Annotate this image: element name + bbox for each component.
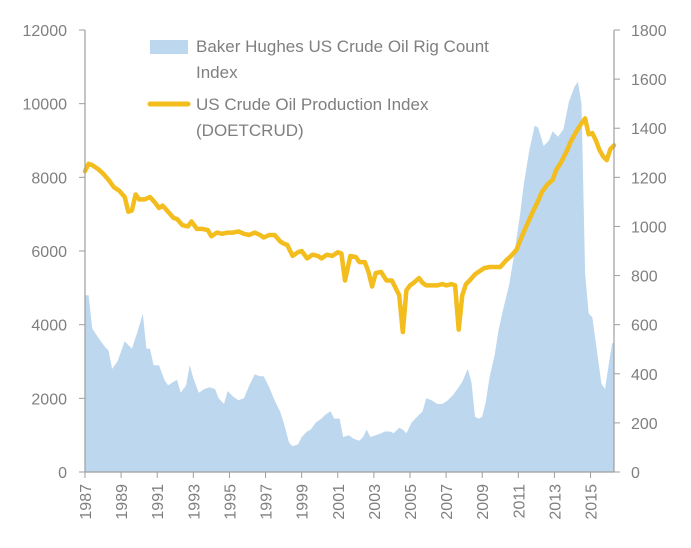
legend-label-production-line2: (DOETCRUD) — [196, 121, 304, 140]
x-tick-label: 1995 — [222, 484, 239, 520]
legend: Baker Hughes US Crude Oil Rig Count Inde… — [147, 37, 489, 140]
x-tick-label: 2001 — [331, 484, 348, 520]
x-tick-label: 2011 — [511, 484, 528, 519]
x-tick-label: 2013 — [547, 484, 564, 520]
x-tick-label: 1997 — [259, 484, 276, 520]
left-axis-ticks: 0 2000 4000 6000 8000 10000 12000 — [23, 23, 85, 482]
right-tick-label: 1000 — [631, 219, 667, 236]
left-tick-label: 10000 — [23, 97, 68, 114]
x-tick-label: 1987 — [78, 484, 95, 520]
right-tick-label: 1600 — [631, 72, 667, 89]
production-index-line — [82, 116, 617, 335]
right-tick-label: 200 — [631, 416, 658, 433]
legend-label-rig-count-line2: Index — [196, 63, 238, 82]
left-tick-label: 6000 — [31, 244, 67, 261]
production-line-layer — [82, 116, 617, 335]
x-tick-label: 1989 — [114, 484, 131, 520]
x-tick-label: 2005 — [403, 484, 420, 520]
left-tick-label: 0 — [58, 465, 67, 482]
rig-count-area — [85, 81, 614, 472]
legend-label-rig-count-line1: Baker Hughes US Crude Oil Rig Count — [196, 37, 489, 56]
x-axis-ticks: 1987 1989 1991 1993 1995 1997 1999 2001 2003 2005… — [78, 472, 601, 520]
x-tick-label: 2015 — [584, 484, 601, 520]
x-tick-label: 1999 — [295, 484, 312, 520]
right-tick-label: 800 — [631, 269, 658, 286]
x-tick-label: 1991 — [150, 484, 167, 520]
right-tick-label: 400 — [631, 367, 658, 384]
rig-count-area-layer — [85, 81, 614, 472]
left-tick-label: 12000 — [23, 23, 68, 40]
right-tick-label: 1400 — [631, 121, 667, 138]
right-tick-label: 600 — [631, 318, 658, 335]
right-tick-label: 1200 — [631, 170, 667, 187]
x-tick-label: 1993 — [186, 484, 203, 520]
left-tick-label: 4000 — [31, 318, 67, 335]
right-tick-label: 0 — [631, 465, 640, 482]
legend-label-production-line1: US Crude Oil Production Index — [196, 95, 429, 114]
x-tick-label: 2009 — [475, 484, 492, 520]
x-tick-label: 2007 — [439, 484, 456, 520]
right-tick-label: 1800 — [631, 23, 667, 40]
left-tick-label: 2000 — [31, 391, 67, 408]
right-axis-ticks: 0 200 400 600 800 1000 1200 1400 1600 1800 — [614, 23, 667, 482]
x-tick-label: 2003 — [367, 484, 384, 520]
legend-swatch-rig-count — [150, 40, 188, 54]
left-tick-label: 8000 — [31, 170, 67, 187]
